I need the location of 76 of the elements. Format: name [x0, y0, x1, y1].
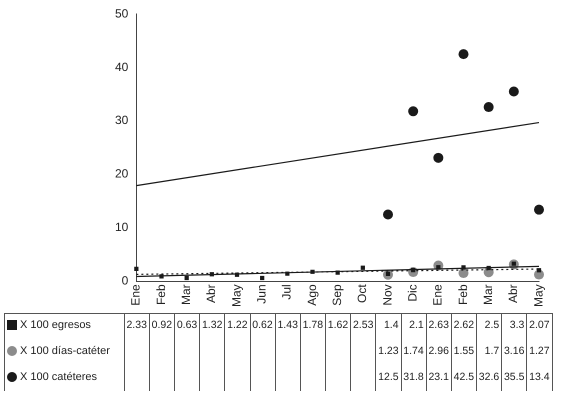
- data-label: 2.62: [452, 319, 476, 331]
- x-tick-label: Nov: [380, 284, 394, 306]
- data-label: 1.4: [382, 319, 400, 331]
- data-label: 23.1: [427, 371, 450, 383]
- data-label: 12.5: [377, 371, 400, 383]
- data-label: 42.5: [452, 371, 476, 383]
- data-label: 32.6: [478, 371, 500, 383]
- x-tick-label: Ene: [128, 284, 143, 306]
- x-tick-label: Feb: [154, 284, 168, 306]
- data-label: 0.63: [176, 319, 198, 331]
- point: [484, 102, 494, 112]
- point: [408, 106, 418, 116]
- y-tick-label: 30: [114, 113, 129, 128]
- data-label: 2.53: [352, 319, 374, 331]
- point: [310, 270, 315, 274]
- point: [534, 204, 544, 215]
- data-label: 35.5: [502, 371, 526, 383]
- data-label: 0.92: [150, 319, 174, 331]
- point: [508, 86, 519, 97]
- x-tick-label: Sep: [330, 284, 344, 306]
- y-tick-label: 20: [114, 166, 129, 181]
- data-label: 2.1: [408, 319, 425, 331]
- data-label: 1.78: [302, 319, 324, 331]
- point: [134, 266, 138, 271]
- point: [260, 276, 264, 280]
- data-label: 1.27: [528, 345, 551, 357]
- y-tick-label: 50: [114, 6, 129, 20]
- x-tick-label: May: [531, 284, 546, 307]
- y-tick-label: 0: [122, 274, 129, 288]
- x-tick-label: Oct: [355, 284, 370, 303]
- data-label: 1.62: [326, 319, 350, 331]
- legend-label: X 100 catéteres: [20, 371, 98, 383]
- x-tick-label: Ago: [304, 284, 319, 306]
- x-tick-label: Abr: [204, 284, 218, 304]
- point: [234, 272, 240, 277]
- data-label: 13.4: [528, 371, 551, 383]
- data-label: 2.96: [427, 345, 450, 357]
- x-tick-label: Feb: [456, 284, 470, 306]
- point: [383, 210, 394, 220]
- x-tick-label: Ene: [430, 284, 445, 306]
- data-label: 3.3: [508, 319, 526, 331]
- point: [336, 270, 340, 275]
- point: [210, 272, 214, 276]
- point: [461, 265, 466, 270]
- data-label: 2.63: [427, 319, 450, 331]
- data-label: 1.23: [377, 345, 400, 357]
- legend-label: X 100 días-catéter: [20, 345, 110, 357]
- x-tick-label: Jun: [254, 284, 268, 304]
- x-tick-label: Jul: [280, 284, 294, 300]
- data-label: 1.22: [226, 319, 249, 331]
- x-tick-label: Abr: [506, 284, 520, 304]
- point: [360, 266, 365, 270]
- point: [486, 266, 491, 270]
- data-label: 3.16: [502, 345, 526, 357]
- point: [433, 152, 444, 163]
- data-label: 1.7: [484, 345, 500, 357]
- point: [184, 276, 189, 280]
- data-label: 1.43: [276, 319, 299, 331]
- x-tick-label: Mar: [480, 284, 495, 305]
- legend-label: X 100 egresos: [20, 319, 91, 331]
- data-label: 2.07: [528, 319, 551, 331]
- point: [536, 268, 542, 272]
- x-tick-label: Dic: [405, 284, 420, 302]
- data-label: 31.8: [402, 371, 425, 383]
- point: [285, 272, 290, 276]
- data-label: 1.55: [452, 345, 476, 357]
- data-label: 0.62: [251, 319, 274, 331]
- data-label: 1.32: [200, 319, 224, 331]
- data-label: 2.33: [125, 319, 148, 331]
- point: [458, 49, 469, 60]
- data-label: 1.74: [402, 345, 425, 357]
- x-tick-label: May: [229, 284, 244, 307]
- y-tick-label: 40: [114, 60, 129, 74]
- x-tick-label: Mar: [178, 284, 193, 305]
- y-tick-label: 10: [114, 220, 129, 234]
- data-label: 2.5: [484, 319, 500, 331]
